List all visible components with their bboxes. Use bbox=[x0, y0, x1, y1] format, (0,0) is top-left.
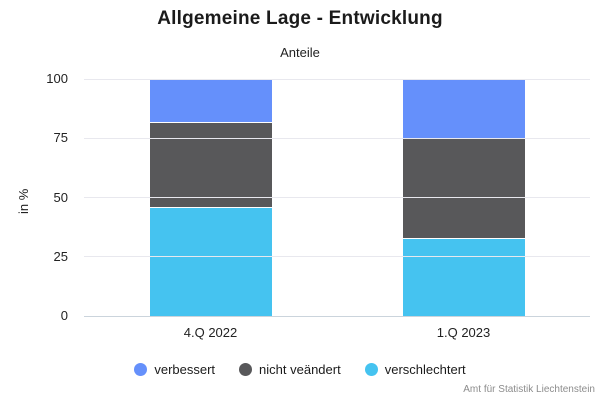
bar-segment-verschlechtert[interactable] bbox=[402, 237, 525, 316]
x-tick-label: 4.Q 2022 bbox=[183, 325, 238, 340]
chart-subtitle: Anteile bbox=[280, 45, 320, 60]
y-tick-label: 50 bbox=[53, 189, 68, 205]
gridline bbox=[84, 197, 590, 198]
gridline bbox=[84, 78, 590, 80]
bar-1-q-2023 bbox=[402, 79, 525, 316]
legend-item-nicht-veandert[interactable]: nicht veändert bbox=[239, 362, 341, 377]
legend-swatch-verbessert bbox=[134, 362, 148, 376]
bar-4-q-2022 bbox=[149, 79, 272, 316]
x-tick-label: 1.Q 2023 bbox=[436, 325, 491, 340]
y-tick-label: 100 bbox=[46, 71, 68, 86]
legend-swatch-nicht-veandert bbox=[239, 362, 253, 376]
chart-title: Allgemeine Lage - Entwicklung bbox=[157, 8, 443, 29]
bar-segment-verbessert[interactable] bbox=[149, 79, 272, 122]
bar-segment-verbessert[interactable] bbox=[402, 79, 525, 139]
y-tick-label: 25 bbox=[53, 248, 68, 264]
y-tick-label: 75 bbox=[53, 130, 68, 146]
bar-segment-nicht-veandert[interactable] bbox=[402, 138, 525, 238]
legend-label: nicht veändert bbox=[259, 361, 341, 377]
legend-item-verbessert[interactable]: verbessert bbox=[134, 362, 215, 377]
bar-segment-nicht-veandert[interactable] bbox=[149, 121, 272, 207]
legend-swatch-verschlechtert bbox=[364, 362, 378, 376]
legend: verbessert nicht veändert verschlechtert bbox=[0, 360, 600, 378]
legend-label: verbessert bbox=[154, 361, 216, 377]
gridline bbox=[84, 256, 590, 258]
bar-segment-verschlechtert[interactable] bbox=[149, 206, 272, 316]
gridline bbox=[84, 137, 590, 139]
x-axis-line bbox=[84, 315, 590, 317]
legend-item-verschlechtert[interactable]: verschlechtert bbox=[364, 361, 466, 377]
source-note: Amt für Statistik Liechtenstein bbox=[463, 384, 595, 395]
y-tick-label: 0 bbox=[60, 308, 68, 323]
legend-label: verschlechtert bbox=[384, 361, 466, 377]
